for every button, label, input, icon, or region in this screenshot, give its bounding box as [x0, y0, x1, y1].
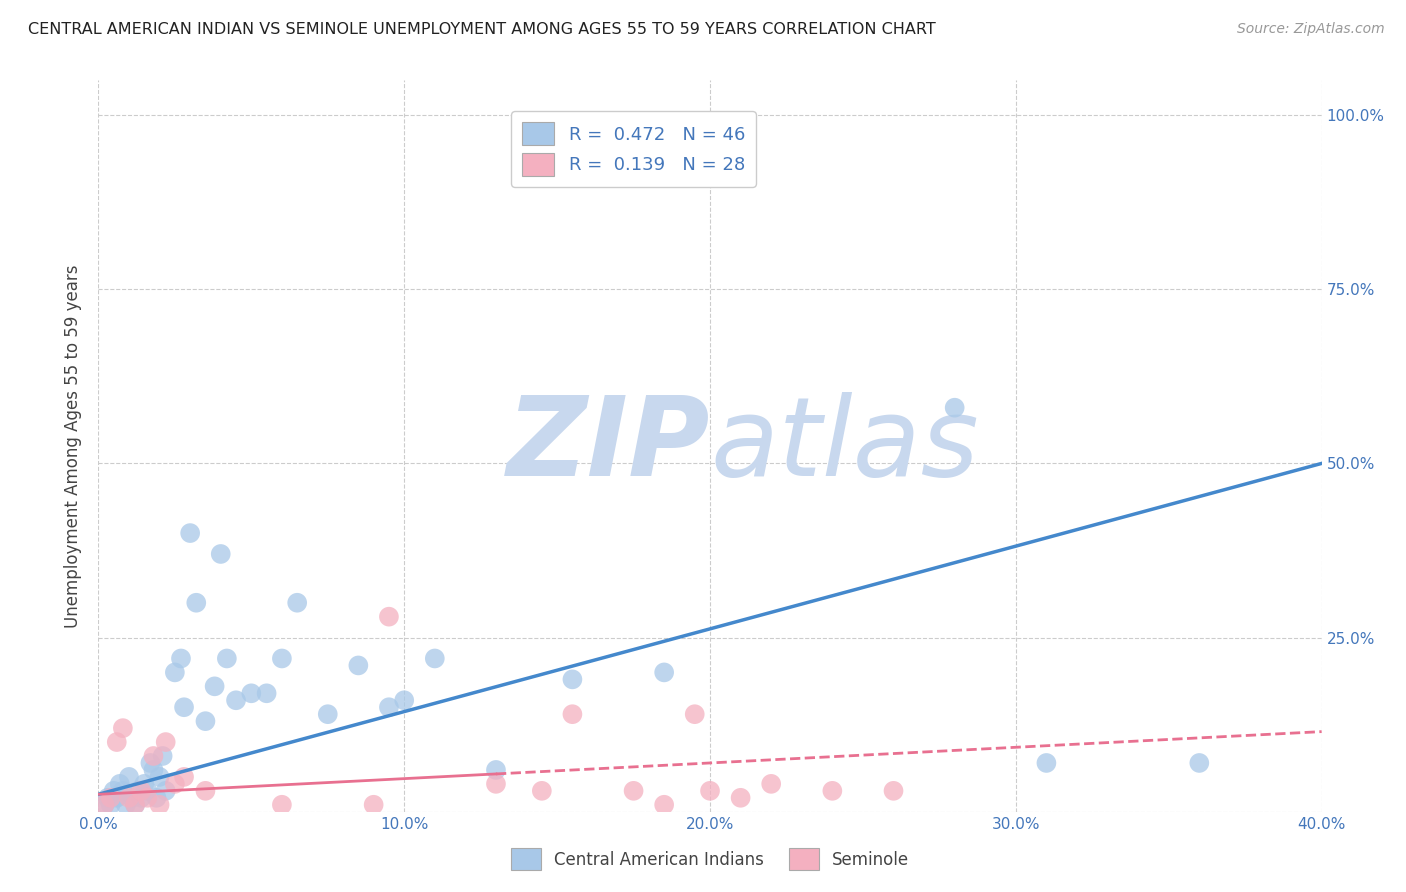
Point	[111, 784, 134, 798]
Point	[118, 790, 141, 805]
Point	[115, 797, 138, 812]
Point	[270, 797, 292, 812]
Point	[149, 770, 172, 784]
Point	[194, 784, 217, 798]
Point	[111, 721, 134, 735]
Point	[179, 526, 201, 541]
Point	[155, 735, 177, 749]
Point	[240, 686, 263, 700]
Point	[93, 797, 115, 812]
Point	[100, 790, 122, 805]
Y-axis label: Unemployment Among Ages 55 to 59 years: Unemployment Among Ages 55 to 59 years	[65, 264, 83, 628]
Point	[683, 707, 706, 722]
Point	[256, 686, 278, 700]
Point	[145, 790, 167, 805]
Point	[392, 693, 416, 707]
Point	[1188, 756, 1211, 770]
Point	[163, 665, 186, 680]
Point	[378, 609, 401, 624]
Point	[623, 784, 645, 798]
Point	[173, 770, 195, 784]
Point	[530, 784, 553, 798]
Point	[105, 790, 128, 805]
Legend: Central American Indians, Seminole: Central American Indians, Seminole	[503, 842, 917, 877]
Point	[142, 763, 165, 777]
Point	[285, 596, 308, 610]
Point	[170, 651, 193, 665]
Point	[363, 797, 385, 812]
Point	[93, 797, 115, 812]
Point	[129, 790, 152, 805]
Point	[561, 707, 583, 722]
Point	[485, 777, 508, 791]
Point	[124, 797, 146, 812]
Point	[423, 651, 446, 665]
Point	[186, 596, 208, 610]
Point	[155, 784, 177, 798]
Point	[378, 700, 401, 714]
Point	[108, 777, 131, 791]
Point	[316, 707, 339, 722]
Text: Source: ZipAtlas.com: Source: ZipAtlas.com	[1237, 22, 1385, 37]
Text: ZIP: ZIP	[506, 392, 710, 500]
Point	[127, 784, 149, 798]
Point	[652, 797, 675, 812]
Point	[730, 790, 752, 805]
Point	[215, 651, 238, 665]
Point	[124, 797, 146, 812]
Point	[652, 665, 675, 680]
Point	[1035, 756, 1057, 770]
Point	[134, 777, 156, 791]
Point	[121, 790, 143, 805]
Point	[943, 401, 966, 415]
Text: atlas: atlas	[710, 392, 979, 500]
Text: CENTRAL AMERICAN INDIAN VS SEMINOLE UNEMPLOYMENT AMONG AGES 55 TO 59 YEARS CORRE: CENTRAL AMERICAN INDIAN VS SEMINOLE UNEM…	[28, 22, 936, 37]
Point	[225, 693, 247, 707]
Point	[204, 679, 226, 693]
Point	[152, 749, 174, 764]
Point	[142, 749, 165, 764]
Point	[136, 790, 159, 805]
Point	[821, 784, 844, 798]
Point	[103, 784, 125, 798]
Point	[139, 756, 162, 770]
Point	[163, 777, 186, 791]
Point	[129, 784, 152, 798]
Point	[485, 763, 508, 777]
Point	[173, 700, 195, 714]
Point	[136, 784, 159, 798]
Point	[97, 790, 120, 805]
Point	[118, 770, 141, 784]
Point	[100, 797, 122, 812]
Point	[105, 735, 128, 749]
Point	[194, 714, 217, 728]
Point	[883, 784, 905, 798]
Point	[209, 547, 232, 561]
Point	[699, 784, 721, 798]
Point	[561, 673, 583, 687]
Point	[347, 658, 370, 673]
Point	[149, 797, 172, 812]
Point	[270, 651, 292, 665]
Point	[759, 777, 782, 791]
